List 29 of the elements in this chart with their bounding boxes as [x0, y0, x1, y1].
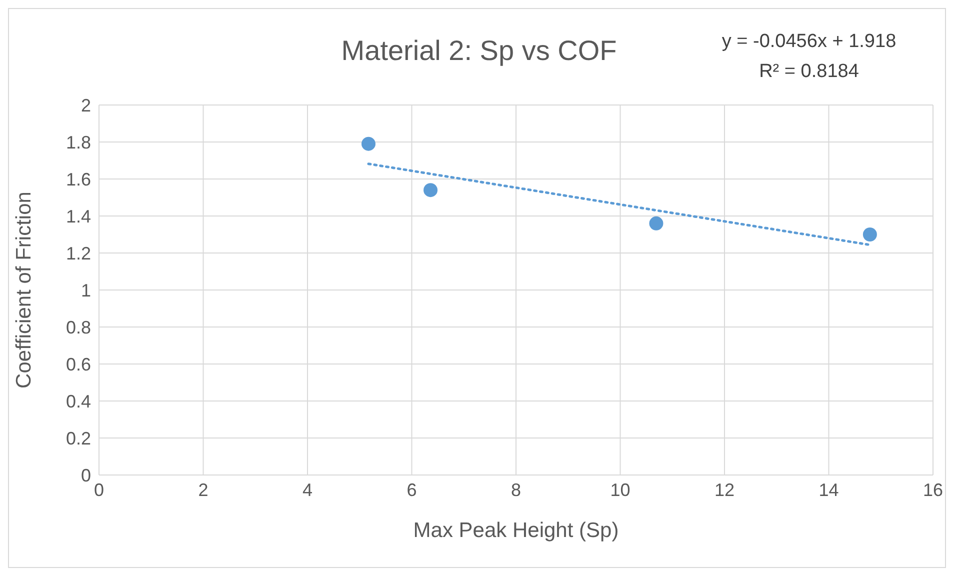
text: y = -0.0456x + 1.918	[720, 30, 898, 54]
y-axis-title: Coefficient of Friction	[12, 192, 36, 388]
x-tick-label: 14	[818, 480, 839, 500]
y-tick-label: 1.2	[66, 243, 91, 264]
point	[361, 136, 376, 151]
x-tick-label: 12	[714, 480, 735, 500]
y-tick-label: 0.4	[66, 391, 91, 412]
y-tick-label: 0.2	[66, 428, 91, 448]
point	[424, 183, 438, 198]
y-tick-label: 2	[80, 95, 91, 116]
x-tick-label: 6	[406, 480, 417, 500]
y-tick-label: 1.8	[66, 132, 91, 152]
y-tick-label: 0	[80, 465, 91, 486]
x-tick-label: 2	[198, 480, 208, 500]
x-tick-label: 8	[510, 480, 522, 500]
x-tick-label: 4	[302, 480, 313, 500]
point	[649, 216, 664, 230]
x-tick-label: 0	[94, 480, 104, 500]
y-tick-label: 1.4	[66, 206, 91, 226]
y-tick-label: 1.6	[66, 169, 91, 190]
point	[862, 228, 877, 242]
chart-title: Material 2: Sp vs COF	[341, 35, 617, 66]
y-tick-label: 0.8	[66, 317, 91, 338]
text: R² = 0.8184	[758, 60, 860, 84]
x-tick-label: 16	[922, 480, 944, 500]
x-axis-title: Max Peak Height (Sp)	[413, 519, 619, 542]
y-tick-label: 0.6	[66, 354, 91, 374]
y-tick-label: 1	[80, 280, 91, 300]
x-tick-label: 10	[610, 480, 630, 500]
